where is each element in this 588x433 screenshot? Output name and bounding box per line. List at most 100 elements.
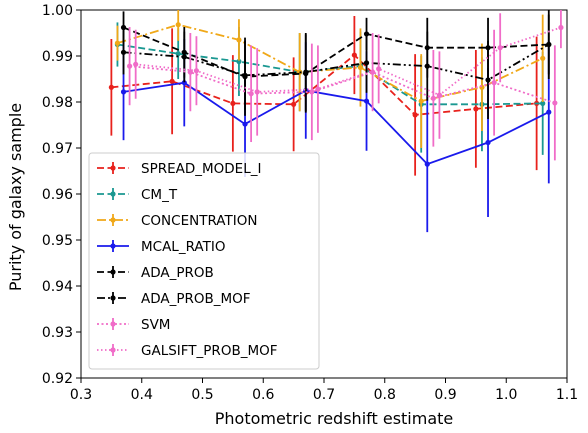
- data-point: [363, 60, 370, 66]
- y-tick-label: 1.00: [42, 3, 73, 19]
- data-point: [540, 55, 546, 61]
- legend-entry: MCAL_RATIO: [97, 239, 225, 255]
- legend-label: ADA_PROB: [141, 265, 214, 281]
- data-point: [558, 24, 564, 31]
- data-point: [430, 95, 436, 101]
- legend-marker: [110, 217, 116, 223]
- legend-marker: [110, 269, 116, 275]
- series-ada-prob-mof: [120, 14, 552, 120]
- data-point: [242, 72, 248, 78]
- data-point: [181, 80, 187, 86]
- data-point: [230, 100, 236, 106]
- y-tick-label: 0.98: [42, 95, 73, 111]
- legend-label: GALSIFT_PROB_MOF: [141, 343, 278, 359]
- data-point: [315, 86, 321, 92]
- data-point: [540, 100, 546, 106]
- data-point: [436, 92, 443, 98]
- legend-marker: [110, 243, 116, 249]
- legend-entry: CONCENTRATION: [97, 213, 257, 229]
- x-tick-label: 1.1: [556, 387, 578, 403]
- legend-label: CONCENTRATION: [141, 213, 257, 229]
- legend-label: SVM: [141, 317, 170, 333]
- data-point: [120, 49, 127, 55]
- series-line: [111, 53, 537, 116]
- data-point: [485, 77, 491, 83]
- x-tick-label: 0.4: [131, 387, 153, 403]
- x-tick-label: 0.7: [313, 387, 335, 403]
- legend-entry: ADA_PROB_MOF: [97, 291, 251, 307]
- y-tick-label: 0.95: [42, 233, 73, 249]
- series-line: [123, 81, 550, 166]
- data-point: [236, 37, 242, 43]
- x-tick-label: 0.3: [70, 387, 92, 403]
- data-point: [254, 89, 260, 95]
- data-point: [357, 64, 364, 71]
- data-point: [491, 80, 497, 86]
- data-point: [497, 45, 503, 51]
- data-point: [485, 139, 491, 146]
- data-point: [236, 58, 242, 65]
- y-tick-label: 0.92: [42, 371, 73, 387]
- series-galsift-prob-mof: [133, 10, 564, 139]
- data-point: [376, 66, 382, 72]
- series-line: [135, 26, 562, 97]
- x-tick-label: 1.0: [495, 387, 517, 403]
- data-point: [108, 84, 114, 90]
- series-line: [123, 26, 549, 78]
- x-tick-label: 0.9: [434, 387, 456, 403]
- data-point: [473, 106, 479, 112]
- data-point: [412, 112, 418, 118]
- legend-entry: CM_T: [97, 187, 178, 203]
- data-point: [546, 109, 552, 115]
- y-tick-label: 0.99: [42, 49, 73, 65]
- data-point: [418, 98, 424, 104]
- y-axis-label: Purity of galaxy sample: [6, 103, 25, 291]
- legend-marker: [110, 347, 116, 353]
- legend-marker: [110, 165, 116, 171]
- data-point: [363, 98, 370, 104]
- y-tick-label: 0.97: [42, 141, 73, 157]
- data-point: [193, 68, 200, 74]
- data-point: [248, 91, 254, 97]
- data-point: [552, 100, 558, 106]
- data-point: [546, 41, 552, 48]
- data-point: [175, 51, 181, 57]
- legend-label: SPREAD_MODEL_I: [141, 161, 261, 177]
- series-spread-model-i: [108, 15, 540, 176]
- x-tick-label: 0.6: [252, 387, 274, 403]
- y-tick-label: 0.94: [42, 279, 73, 295]
- series-line: [123, 43, 550, 81]
- legend-box: [88, 152, 320, 370]
- data-point: [133, 61, 139, 67]
- data-point: [181, 54, 187, 60]
- data-point: [291, 101, 297, 107]
- data-point: [242, 121, 248, 127]
- legend-entry: GALSIFT_PROB_MOF: [97, 343, 278, 359]
- data-point: [169, 78, 175, 84]
- legend-label: ADA_PROB_MOF: [141, 291, 251, 307]
- data-point: [175, 22, 181, 28]
- data-point: [127, 63, 133, 69]
- data-point: [351, 52, 357, 58]
- legend-marker: [110, 191, 116, 197]
- plot-area: [108, 10, 564, 233]
- ticks: 0.3 0.4 0.5 0.6 0.7 0.8 0.9 1.0 1.1 0.92 0.93 0.94 0…: [42, 3, 578, 403]
- legend-entry: ADA_PROB: [97, 265, 214, 281]
- data-point: [309, 89, 315, 95]
- y-tick-label: 0.93: [42, 325, 73, 341]
- data-point: [120, 24, 127, 31]
- series-line: [117, 23, 544, 103]
- x-axis-label: Photometric redshift estimate: [215, 409, 454, 428]
- data-point: [120, 89, 127, 95]
- legend: SPREAD_MODEL_I CM_T CONCENTRATION MCAL_RATI…: [88, 152, 320, 370]
- legend-label: CM_T: [141, 187, 178, 203]
- x-tick-label: 0.8: [374, 387, 396, 403]
- legend-entry: SPREAD_MODEL_I: [97, 161, 261, 177]
- data-point: [114, 40, 121, 46]
- data-point: [424, 161, 430, 167]
- legend-marker: [110, 295, 116, 301]
- data-point: [303, 69, 309, 75]
- x-tick-label: 0.5: [191, 387, 213, 403]
- series-svm: [127, 27, 558, 161]
